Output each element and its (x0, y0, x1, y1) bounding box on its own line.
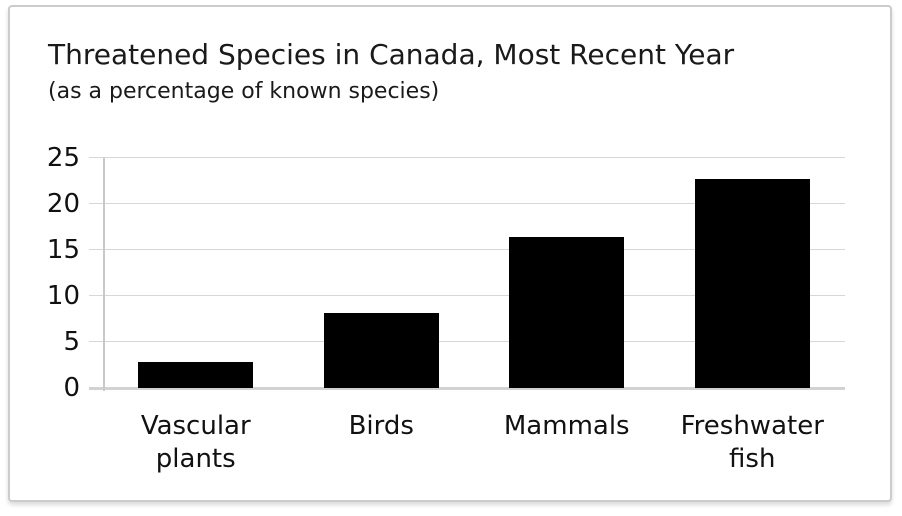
y-tick-label-10: 10 (46, 281, 80, 311)
x-category-label-freshwater-fish: Freshwater fish (680, 411, 824, 474)
chart-frame: Threatened Species in Canada, Most Recen… (8, 5, 892, 502)
x-category-label-vascular-plants: Vascular plants (140, 411, 251, 474)
gridline-15 (89, 249, 845, 250)
bar-mammals (509, 237, 625, 388)
bar-birds (323, 312, 439, 388)
plot-area (89, 157, 845, 391)
chart-subtitle: (as a percentage of known species) (48, 79, 440, 104)
y-tick-label-25: 25 (46, 143, 80, 173)
bar-vascular-plants (138, 362, 254, 388)
gridline-25 (89, 157, 845, 158)
x-category-label-birds: Birds (348, 411, 414, 441)
gridline-10 (89, 295, 845, 296)
x-category-label-mammals: Mammals (503, 411, 630, 441)
y-tick-label-5: 5 (63, 327, 80, 357)
y-tick-label-0: 0 (63, 373, 80, 403)
y-axis-line (103, 158, 105, 391)
gridline-20 (89, 203, 845, 204)
y-tick-label-15: 15 (46, 235, 80, 265)
y-tick-label-20: 20 (46, 189, 80, 219)
chart-title: Threatened Species in Canada, Most Recen… (48, 38, 735, 71)
y-axis-labels: 0 5 10 15 20 25 (30, 143, 80, 403)
x-axis-baseline (89, 387, 845, 390)
gridline-5 (89, 341, 845, 342)
bar-freshwater-fish (694, 179, 810, 388)
x-axis-labels: Vascular plants Birds Mammals Freshwater fish (103, 410, 845, 480)
